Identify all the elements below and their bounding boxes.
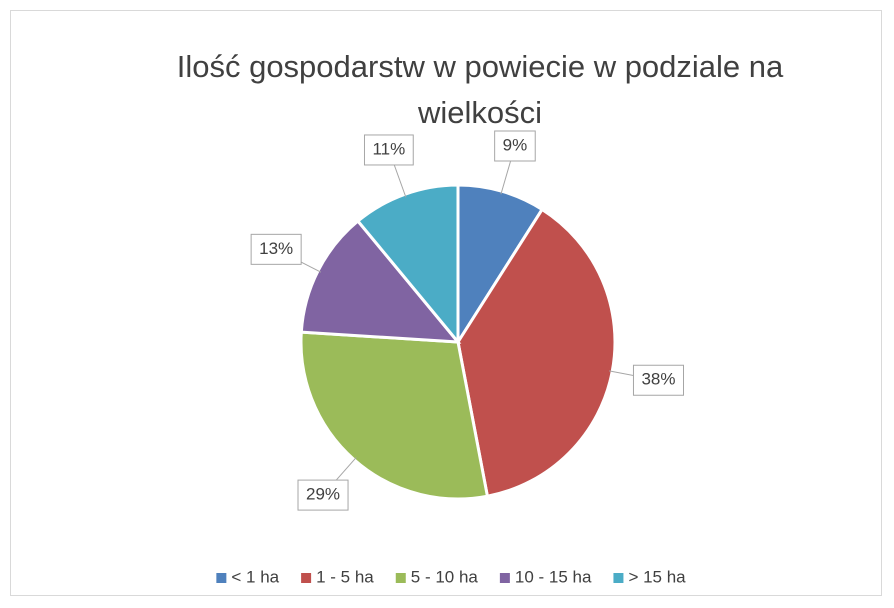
legend-label: 5 - 10 ha <box>411 567 479 586</box>
data-label-box <box>297 479 349 511</box>
legend-swatch <box>301 573 312 583</box>
data-label-box <box>363 134 414 166</box>
chart-frame <box>10 10 882 596</box>
data-label: 29% <box>306 485 340 504</box>
legend-swatch <box>216 573 227 583</box>
legend-label: 1 - 5 ha <box>316 567 374 586</box>
legend-swatch <box>499 573 510 583</box>
data-label-box <box>494 130 536 162</box>
chart-title: Ilość gospodarstw w powiecie w podziale … <box>176 49 784 130</box>
legend-label: 10 - 15 ha <box>515 567 592 586</box>
legend-swatch <box>395 573 406 583</box>
data-label-box <box>250 233 302 265</box>
legend-label: < 1 ha <box>231 567 279 586</box>
data-label-box <box>632 364 685 396</box>
legend-swatch <box>613 573 624 583</box>
legend-label: > 15 ha <box>628 567 686 586</box>
data-label: 9% <box>503 135 528 154</box>
data-label: 38% <box>641 370 675 389</box>
legend: < 1 ha 1 - 5 ha 5 - 10 ha 10 - 15 ha > 15 ha <box>216 567 686 586</box>
data-label: 13% <box>259 239 293 258</box>
pie-slice <box>299 330 490 501</box>
data-label: 11% <box>372 139 405 158</box>
